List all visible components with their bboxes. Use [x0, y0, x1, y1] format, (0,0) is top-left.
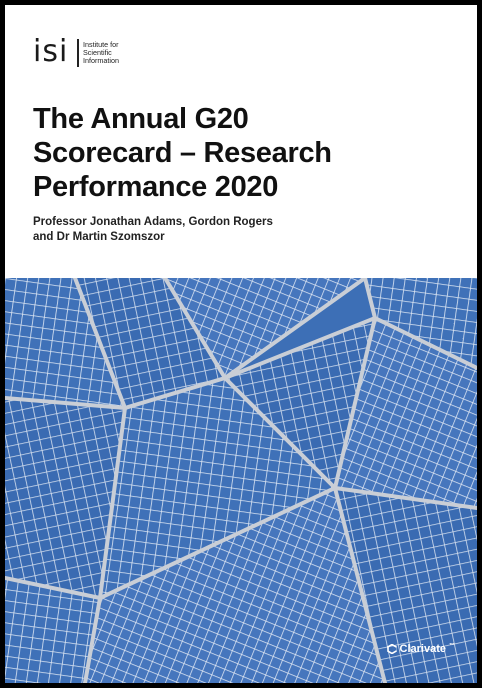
logo-line-2: Scientific [83, 48, 112, 58]
logo-mark: isi [33, 34, 69, 69]
title-line-1: The Annual G20 [33, 103, 249, 135]
clarivate-brand: Clarivate ™ [386, 643, 455, 655]
clarivate-logo-icon [386, 644, 397, 654]
title-line-2: Scorecard – Research [33, 137, 332, 169]
report-cover: isi Institute for Scientific Information… [5, 5, 477, 683]
author-list: Professor Jonathan Adams, Gordon Rogers … [33, 215, 333, 245]
cover-image-glass-roof: Clarivate ™ [5, 278, 477, 683]
title-line-3: Performance 2020 [33, 171, 279, 203]
author-line-2: and Dr Martin Szomszor [33, 231, 165, 243]
logo-line-1: Institute for [83, 40, 119, 49]
publisher-name: Clarivate [399, 643, 446, 655]
logo-line-3: Information [83, 56, 119, 66]
logo-divider [77, 39, 79, 67]
logo-text: Institute for Scientific Information [83, 40, 163, 66]
report-title: The Annual G20 Scorecard – Research Perf… [33, 102, 463, 204]
trademark-symbol: ™ [449, 643, 455, 649]
glass-roof-illustration [5, 278, 477, 683]
author-line-1: Professor Jonathan Adams, Gordon Rogers [33, 216, 273, 228]
